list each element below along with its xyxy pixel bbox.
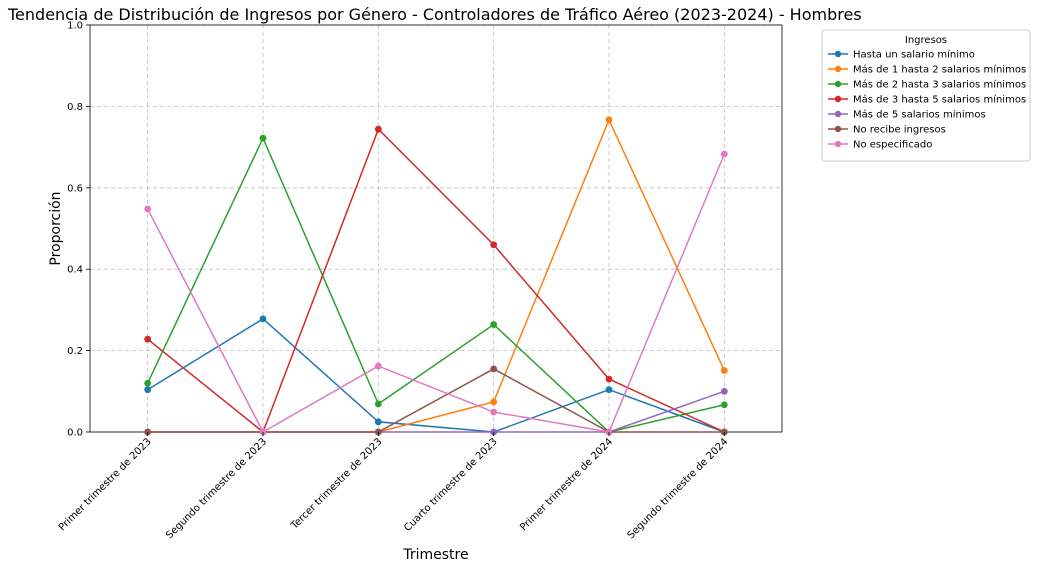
legend-swatch-marker [834,125,842,133]
legend-item: Hasta un salario mínimo [828,49,975,61]
legend-swatch-marker [834,65,842,73]
series-layer [144,116,728,436]
data-point [490,408,498,416]
series-1 [144,116,728,436]
x-tick-label: Cuarto trimestre de 2023 [402,436,500,534]
data-point [259,134,267,142]
data-point [144,335,152,343]
legend-label: Más de 1 hasta 2 salarios mínimos [853,64,1026,76]
data-point [374,400,382,408]
legend-item: Más de 1 hasta 2 salarios mínimos [828,64,1026,76]
x-tick-label: Segundo trimestre de 2023 [164,436,269,541]
legend-item: Más de 5 salarios mínimos [828,109,986,121]
data-point [720,150,728,158]
x-tick-label: Segundo trimestre de 2024 [626,436,731,541]
legend-item: Más de 3 hasta 5 salarios mínimos [828,94,1026,106]
series-4 [144,387,728,436]
series-line [147,317,725,433]
legend-swatch-marker [834,140,842,148]
legend-label: Más de 3 hasta 5 salarios mínimos [853,94,1026,106]
series-2 [144,134,728,436]
plot-frame [89,24,783,433]
series-line [147,368,725,433]
data-point [144,379,152,387]
legend-item: Más de 2 hasta 3 salarios mínimos [828,79,1026,91]
legend-title: Ingresos [905,35,947,46]
legend-box [821,29,1031,162]
series-line [147,117,726,433]
legend-label: No especificado [853,140,932,151]
y-tick-label: 0.8 [67,102,83,113]
legend-swatch-marker [834,80,842,88]
legend-items: Hasta un salario mínimo Más de 1 hasta 2 … [828,49,1026,151]
x-tick-label: Tercer trimestre de 2023 [289,436,385,532]
series-6 [144,150,728,436]
legend-swatch-marker [834,110,842,118]
series-line [147,153,726,434]
data-point [720,367,728,374]
data-point [490,365,498,373]
data-point [720,387,728,395]
y-tick-label: 0.6 [67,183,83,194]
legend: Ingresos Hasta un salario mínimo Más de 1… [821,29,1031,162]
data-point [605,375,613,383]
data-point [144,386,152,394]
data-point [374,125,382,133]
data-point [374,362,382,370]
data-point [490,398,498,406]
x-axis-label: Trimestre [402,547,468,563]
y-tick-label: 1.0 [67,21,83,32]
x-tick-label: Primer trimestre de 2023 [57,436,154,533]
legend-label: No recibe ingresos [853,125,946,136]
legend-item: No recibe ingresos [828,125,946,136]
data-point [490,321,498,328]
legend-item: No especificado [828,140,932,151]
data-point [374,418,382,426]
data-point [144,205,152,213]
data-point [605,116,613,124]
y-tick-label: 0.4 [67,265,83,276]
legend-swatch-marker [834,95,842,103]
chart-title: Tendencia de Distribución de Ingresos po… [7,5,862,24]
data-point [720,401,728,409]
data-point [490,241,498,249]
series-line [146,136,725,433]
data-point [259,315,267,323]
axes: 0.0 0.2 0.4 0.6 0.8 1.0 Primer trimestre de 20… [57,21,731,542]
grid [90,24,782,433]
y-tick-label: 0.2 [67,346,83,357]
legend-swatch-marker [834,50,842,58]
legend-label: Más de 2 hasta 3 salarios mínimos [853,79,1026,91]
data-point [605,386,613,394]
y-tick-label: 0.0 [67,428,83,439]
series-line [147,127,725,434]
legend-label: Más de 5 salarios mínimos [853,109,986,121]
y-axis-label: Proporción [48,191,64,265]
x-tick-label: Primer trimestre de 2024 [518,436,615,533]
legend-label: Hasta un salario mínimo [853,49,975,61]
